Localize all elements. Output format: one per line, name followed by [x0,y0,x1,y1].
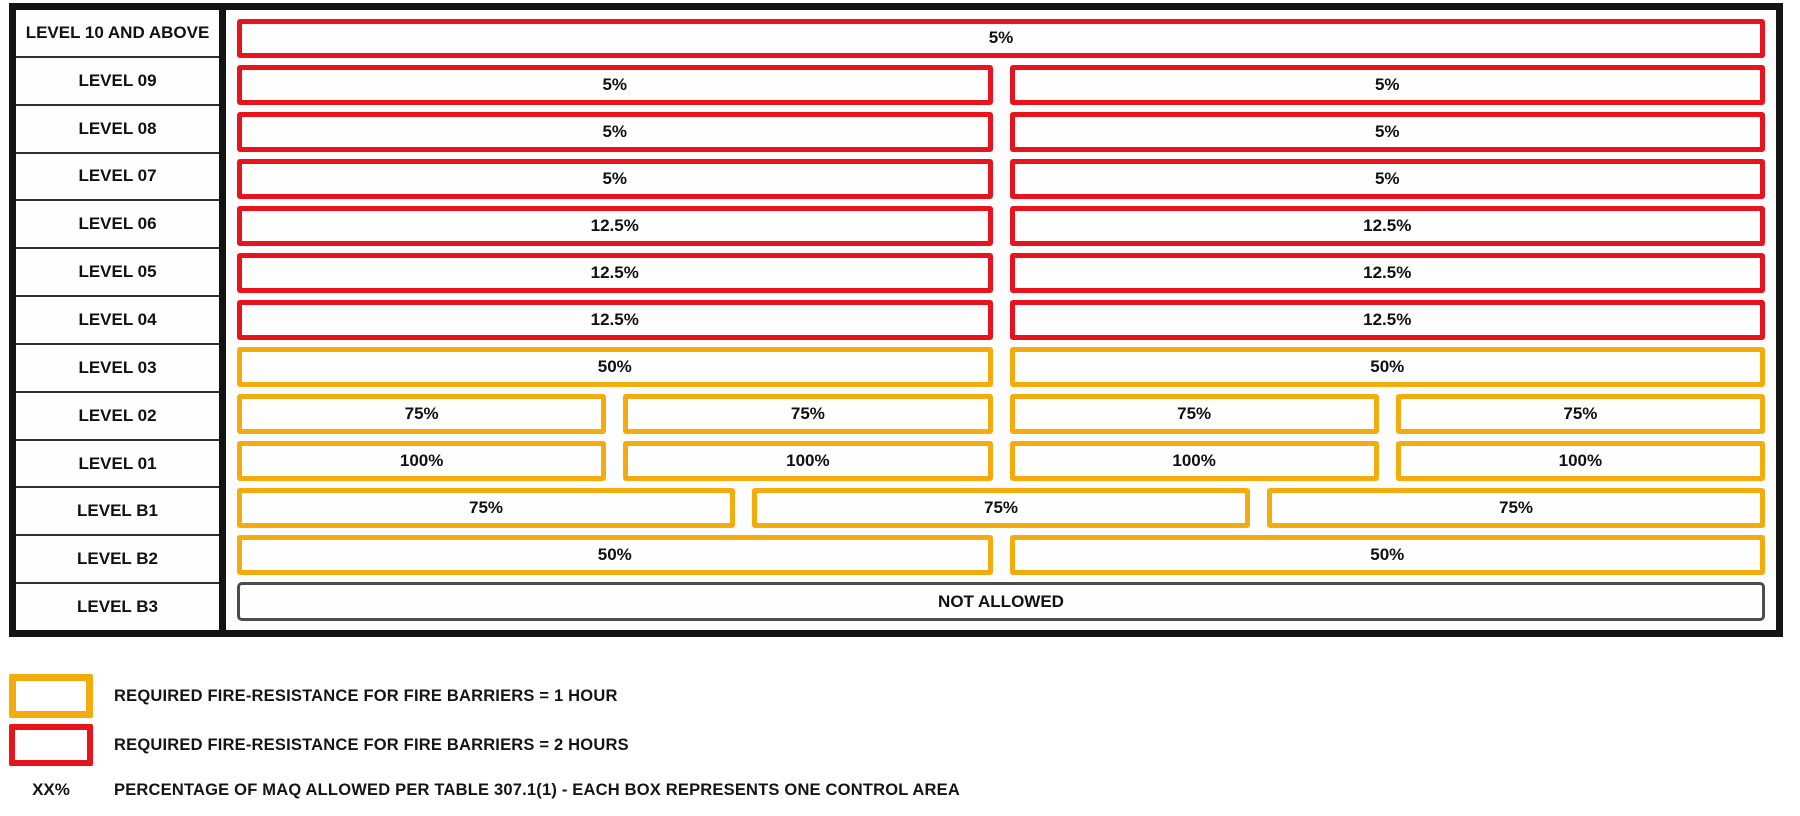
level-control-areas-row: 12.5% 12.5% [237,250,1765,297]
level-label: LEVEL 04 [16,297,219,345]
level-labels-column: LEVEL 10 AND ABOVE LEVEL 09 LEVEL 08 LEVEL … [16,10,226,630]
control-area-box: 12.5% [1009,206,1765,247]
level-control-areas-row: 50% 50% [237,343,1765,390]
level-label: LEVEL 06 [16,201,219,250]
level-control-areas-row: 12.5% 12.5% [237,203,1765,250]
level-label: LEVEL 10 AND ABOVE [16,10,219,58]
level-control-areas-row: 5% [237,15,1765,62]
level-control-areas-row: 5% 5% [237,62,1765,109]
control-area-box: 12.5% [237,300,993,340]
level-control-areas-row: NOT ALLOWED [237,578,1765,625]
level-control-areas-row: 5% 5% [237,109,1765,156]
control-areas-column: 5% 5% 5% 5% 5% 5% 5% 12.5% 12.5% 12.5% 12.5% 12.5% 1… [226,10,1776,630]
levels-table: LEVEL 10 AND ABOVE LEVEL 09 LEVEL 08 LEVEL … [9,3,1783,637]
level-control-areas-row: 12.5% 12.5% [237,297,1765,344]
control-area-box: 75% [1395,393,1765,434]
level-label: LEVEL 05 [16,249,219,298]
one-hour-barrier-swatch-icon [9,674,93,718]
control-area-box: 5% [1009,112,1765,153]
control-area-box: 50% [237,346,993,387]
control-area-box: 5% [237,159,993,200]
control-area-box: 12.5% [1009,300,1765,340]
level-label: LEVEL B2 [16,536,219,585]
control-area-box: 5% [1009,65,1765,106]
legend: REQUIRED FIRE-RESISTANCE FOR FIRE BARRIE… [9,674,960,800]
control-area-box: 5% [237,112,993,153]
legend-label-two-hours: REQUIRED FIRE-RESISTANCE FOR FIRE BARRIE… [114,735,629,754]
legend-row-two-hours: REQUIRED FIRE-RESISTANCE FOR FIRE BARRIE… [9,724,960,766]
control-area-box: 75% [752,487,1250,528]
level-label: LEVEL 07 [16,154,219,202]
level-control-areas-row: 50% 50% [237,531,1765,578]
control-area-box: 100% [1009,440,1379,481]
control-area-box: NOT ALLOWED [237,581,1765,622]
control-area-box: 50% [1009,346,1765,387]
control-area-box: 5% [237,18,1765,59]
level-control-areas-row: 100% 100% 100% 100% [237,437,1765,484]
legend-label-maq-percentage: PERCENTAGE OF MAQ ALLOWED PER TABLE 307.… [114,780,960,799]
level-control-areas-row: 75% 75% 75% [237,484,1765,531]
level-label: LEVEL B1 [16,488,219,537]
control-area-box: 75% [623,393,993,434]
level-label: LEVEL 02 [16,393,219,441]
control-area-box: 12.5% [1009,253,1765,294]
control-area-box: 12.5% [237,206,993,247]
control-area-box: 75% [1009,393,1379,434]
control-area-box: 75% [237,393,607,434]
legend-row-one-hour: REQUIRED FIRE-RESISTANCE FOR FIRE BARRIE… [9,674,960,718]
level-label: LEVEL 03 [16,345,219,393]
control-area-box: 50% [237,534,993,575]
xx-percent-symbol: XX% [32,780,70,799]
level-label: LEVEL B3 [77,597,158,617]
level-control-areas-row: 5% 5% [237,156,1765,203]
level-label: LEVEL 08 [16,106,219,154]
level-label: LEVEL 01 [16,441,219,489]
two-hour-barrier-swatch-icon [9,724,93,766]
control-area-box: 75% [1267,487,1765,528]
legend-label-one-hour: REQUIRED FIRE-RESISTANCE FOR FIRE BARRIE… [114,686,618,705]
legend-row-maq-percentage: XX% PERCENTAGE OF MAQ ALLOWED PER TABLE … [9,780,960,800]
level-label: LEVEL 09 [16,58,219,106]
control-area-box: 5% [1009,159,1765,200]
control-area-box: 100% [1395,440,1765,481]
control-area-box: 100% [623,440,993,481]
control-area-box: 100% [237,440,607,481]
level-control-areas-row: 75% 75% 75% 75% [237,390,1765,437]
control-area-box: 75% [237,487,735,528]
control-area-box: 12.5% [237,253,993,294]
control-area-box: 5% [237,65,993,106]
control-area-box: 50% [1009,534,1765,575]
